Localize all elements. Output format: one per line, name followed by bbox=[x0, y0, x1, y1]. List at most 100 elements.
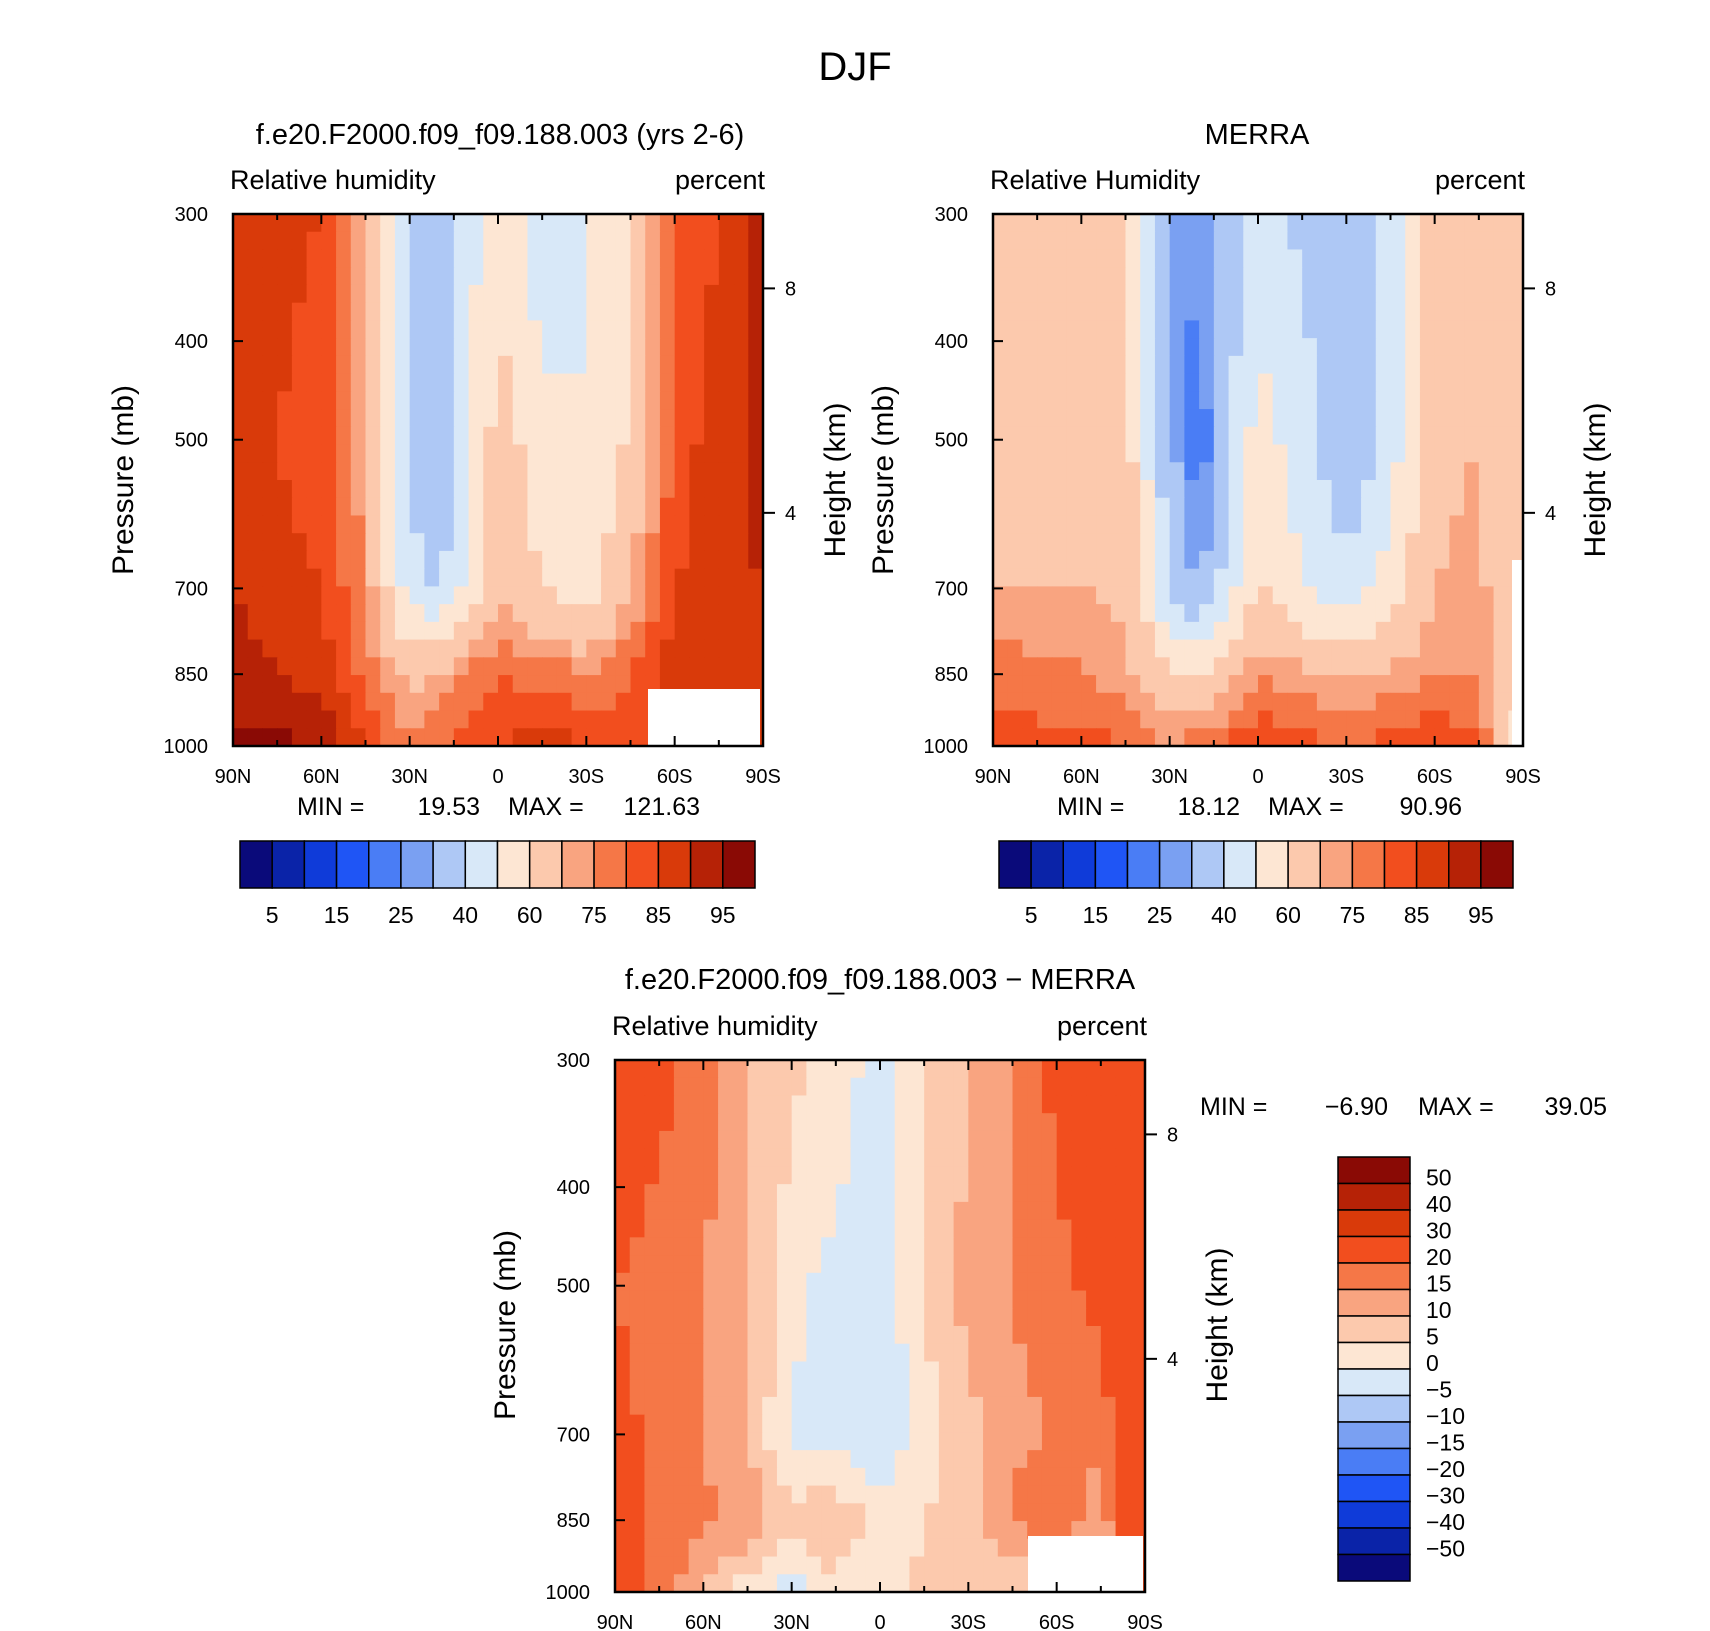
field-cell bbox=[747, 1414, 763, 1433]
field-cell bbox=[645, 639, 661, 658]
field-cell bbox=[1361, 302, 1377, 321]
field-cell bbox=[748, 267, 764, 286]
field-cell bbox=[659, 568, 676, 587]
field-cell bbox=[542, 338, 558, 357]
field-cell bbox=[1464, 338, 1480, 357]
field-cell bbox=[615, 249, 632, 268]
field-cell bbox=[483, 302, 499, 321]
field-cell bbox=[277, 391, 293, 410]
field-cell bbox=[674, 462, 690, 481]
field-cell bbox=[1243, 639, 1259, 658]
field-cell bbox=[1100, 1379, 1117, 1398]
field-cell bbox=[703, 1130, 719, 1150]
field-cell bbox=[1140, 604, 1156, 623]
field-cell bbox=[1022, 675, 1038, 694]
field-cell bbox=[791, 1095, 807, 1114]
field-cell bbox=[659, 302, 676, 321]
field-cell bbox=[1115, 1326, 1131, 1345]
field-cell bbox=[1287, 426, 1303, 446]
field-cell bbox=[1051, 480, 1068, 499]
field-cell bbox=[1081, 515, 1097, 534]
field-cell bbox=[1508, 355, 1524, 375]
field-cell bbox=[953, 1077, 969, 1097]
field-cell bbox=[468, 426, 484, 446]
field-cell bbox=[821, 1290, 837, 1309]
field-cell bbox=[1375, 568, 1392, 587]
field-cell bbox=[306, 710, 322, 729]
field-cell bbox=[1012, 1326, 1028, 1345]
field-cell bbox=[1419, 267, 1436, 286]
field-cell bbox=[1302, 497, 1318, 517]
field-cell bbox=[924, 1148, 940, 1167]
field-cell bbox=[689, 409, 705, 428]
field-cell bbox=[1140, 284, 1156, 304]
field-cell bbox=[718, 1450, 734, 1469]
field-cell bbox=[1346, 621, 1362, 641]
field-cell bbox=[571, 533, 587, 552]
plot-area bbox=[991, 212, 1525, 748]
field-cell bbox=[556, 657, 573, 676]
field-cell bbox=[1434, 515, 1450, 534]
field-cell bbox=[1022, 355, 1038, 375]
field-cell bbox=[674, 604, 690, 623]
field-cell bbox=[1056, 1060, 1072, 1079]
field-cell bbox=[1037, 284, 1053, 304]
colorbar-label: −5 bbox=[1426, 1377, 1452, 1403]
x-tick-label: 30S bbox=[569, 766, 605, 788]
field-cell bbox=[791, 1308, 807, 1327]
field-cell bbox=[1361, 391, 1377, 410]
field-cell bbox=[630, 621, 646, 641]
field-cell bbox=[1096, 497, 1112, 517]
field-cell bbox=[1100, 1450, 1117, 1469]
field-cell bbox=[835, 1414, 852, 1433]
field-cell bbox=[733, 675, 749, 694]
height-tick-label: 8 bbox=[1545, 278, 1556, 300]
field-cell bbox=[748, 533, 764, 552]
field-cell bbox=[1346, 710, 1362, 729]
field-cell bbox=[1154, 214, 1171, 233]
field-cell bbox=[1213, 728, 1230, 747]
field-cell bbox=[291, 409, 308, 428]
field-cell bbox=[953, 1095, 969, 1114]
field-cell bbox=[1041, 1290, 1058, 1309]
field-cell bbox=[674, 586, 690, 605]
field-cell bbox=[1022, 284, 1038, 304]
field-cell bbox=[659, 550, 676, 570]
field-cell bbox=[1302, 515, 1318, 534]
field-cell bbox=[527, 338, 543, 357]
field-cell bbox=[880, 1148, 896, 1167]
field-cell bbox=[1493, 604, 1509, 623]
field-cell bbox=[1022, 249, 1038, 268]
field-cell bbox=[732, 1060, 749, 1079]
field-cell bbox=[894, 1414, 911, 1433]
field-cell bbox=[1302, 550, 1318, 570]
field-cell bbox=[703, 1361, 719, 1380]
field-cell bbox=[233, 444, 249, 463]
field-cell bbox=[1041, 1396, 1058, 1416]
field-cell bbox=[394, 533, 411, 552]
field-cell bbox=[983, 1485, 999, 1504]
field-cell bbox=[776, 1201, 793, 1221]
field-cell bbox=[512, 550, 529, 570]
field-cell bbox=[556, 284, 573, 304]
field-cell bbox=[953, 1450, 969, 1469]
field-cell bbox=[498, 533, 514, 552]
field-cell bbox=[601, 550, 617, 570]
field-cell bbox=[1316, 267, 1333, 286]
field-cell bbox=[1405, 621, 1421, 641]
field-cell bbox=[1272, 409, 1289, 428]
field-cell bbox=[1086, 1396, 1102, 1416]
field-cell bbox=[1125, 426, 1141, 446]
field-cell bbox=[262, 497, 278, 517]
field-cell bbox=[733, 550, 749, 570]
field-cell bbox=[1419, 675, 1436, 694]
field-cell bbox=[1390, 568, 1406, 587]
colorbar-label: 15 bbox=[324, 902, 350, 928]
field-cell bbox=[439, 462, 455, 481]
field-cell bbox=[1464, 586, 1480, 605]
field-cell bbox=[409, 355, 425, 375]
field-cell bbox=[850, 1379, 866, 1398]
y-tick-label: 1000 bbox=[164, 736, 209, 758]
field-cell bbox=[1169, 568, 1185, 587]
field-cell bbox=[409, 320, 425, 339]
